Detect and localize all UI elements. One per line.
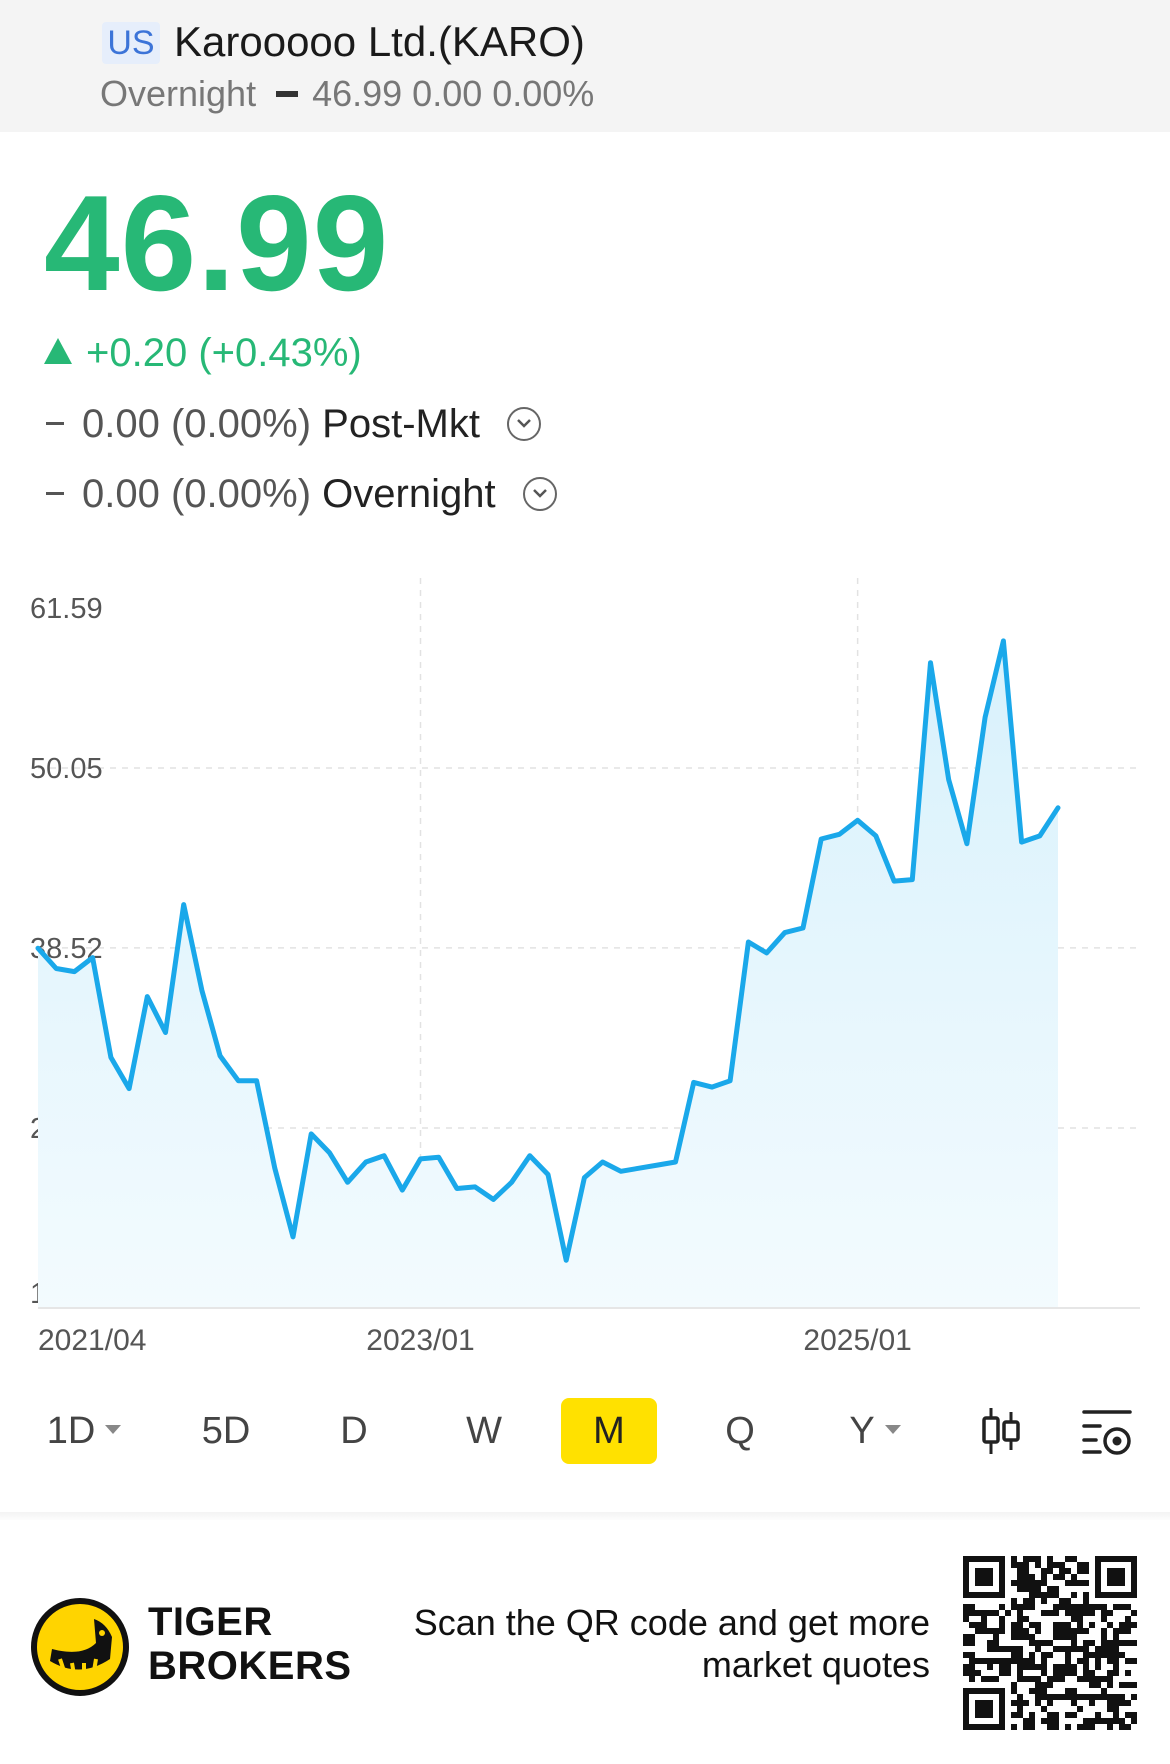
dash-icon (276, 91, 299, 98)
chevron-down-icon[interactable] (522, 477, 557, 512)
session-quote: 46.99 0.00 0.00% (312, 73, 595, 114)
x-axis-tick-label: 2025/01 (803, 1324, 911, 1357)
period-button-1d[interactable]: 1D (44, 1398, 124, 1464)
period-button-label: 5D (201, 1410, 251, 1452)
period-button-label: W (466, 1410, 502, 1452)
footer-divider (0, 1512, 1170, 1522)
session-label: Overnight (100, 73, 257, 114)
candlestick-icon[interactable] (980, 1406, 1022, 1461)
y-axis-tick-label: 61.59 (30, 593, 103, 625)
price-chart[interactable]: 61.5950.0538.5226.9815.442021/042023/012… (0, 560, 1170, 1360)
last-price: 46.99 (44, 167, 390, 319)
overnight-row[interactable]: 0.00 (0.00%) Overnight (46, 469, 557, 519)
period-button-q[interactable]: Q (700, 1398, 780, 1464)
stock-header: US Karooooo Ltd.(KARO) Overnight 46.99 0.… (0, 0, 1170, 132)
period-button-y[interactable]: Y (830, 1398, 920, 1464)
price-change-value: +0.20 (+0.43%) (86, 331, 362, 375)
chevron-down-icon[interactable] (507, 407, 542, 442)
caret-down-icon (105, 1425, 122, 1435)
brand-line-1: TIGER (148, 1600, 273, 1644)
tiger-logo-icon (30, 1597, 130, 1702)
qr-code-icon (963, 1556, 1137, 1735)
overnight-label: Overnight (322, 472, 496, 516)
period-button-m[interactable]: M (561, 1398, 657, 1464)
post-market-value: 0.00 (0.00%) (82, 402, 312, 446)
period-button-label: D (340, 1410, 368, 1452)
post-market-row[interactable]: 0.00 (0.00%) Post-Mkt (46, 399, 542, 449)
stock-name[interactable]: Karooooo Ltd.(KARO) (174, 18, 585, 65)
scan-prompt: Scan the QR code and get more market quo… (400, 1602, 930, 1686)
market-badge: US (102, 22, 160, 64)
up-arrow-icon (44, 338, 72, 364)
dash-icon (46, 491, 64, 495)
scan-prompt-line-1: Scan the QR code and get more (413, 1602, 930, 1643)
period-button-label: 1D (46, 1410, 96, 1452)
period-button-5d[interactable]: 5D (186, 1398, 266, 1464)
price-line (35, 638, 1061, 1263)
session-quote-line: Overnight 46.99 0.00 0.00% (100, 70, 594, 118)
price-area-fill (38, 640, 1058, 1308)
chart-settings-icon[interactable] (1082, 1406, 1134, 1463)
period-button-w[interactable]: W (444, 1398, 524, 1464)
x-axis-tick-label: 2021/04 (38, 1324, 146, 1357)
period-button-label: Y (849, 1410, 875, 1452)
brand-name: TIGER BROKERS (148, 1600, 352, 1688)
period-button-d[interactable]: D (314, 1398, 394, 1464)
period-button-label: M (593, 1410, 625, 1452)
y-axis-tick-label: 50.05 (30, 753, 103, 785)
period-selector: 1D 5D D W M Q Y (0, 1398, 1170, 1468)
post-market-label: Post-Mkt (322, 402, 480, 446)
price-change: +0.20 (+0.43%) (44, 328, 362, 378)
scan-prompt-line-2: market quotes (701, 1644, 930, 1685)
brand-line-2: BROKERS (148, 1644, 352, 1688)
caret-down-icon (884, 1425, 901, 1435)
period-button-label: Q (725, 1410, 755, 1452)
dash-icon (46, 421, 64, 425)
x-axis-tick-label: 2023/01 (366, 1324, 474, 1357)
overnight-value: 0.00 (0.00%) (82, 472, 312, 516)
